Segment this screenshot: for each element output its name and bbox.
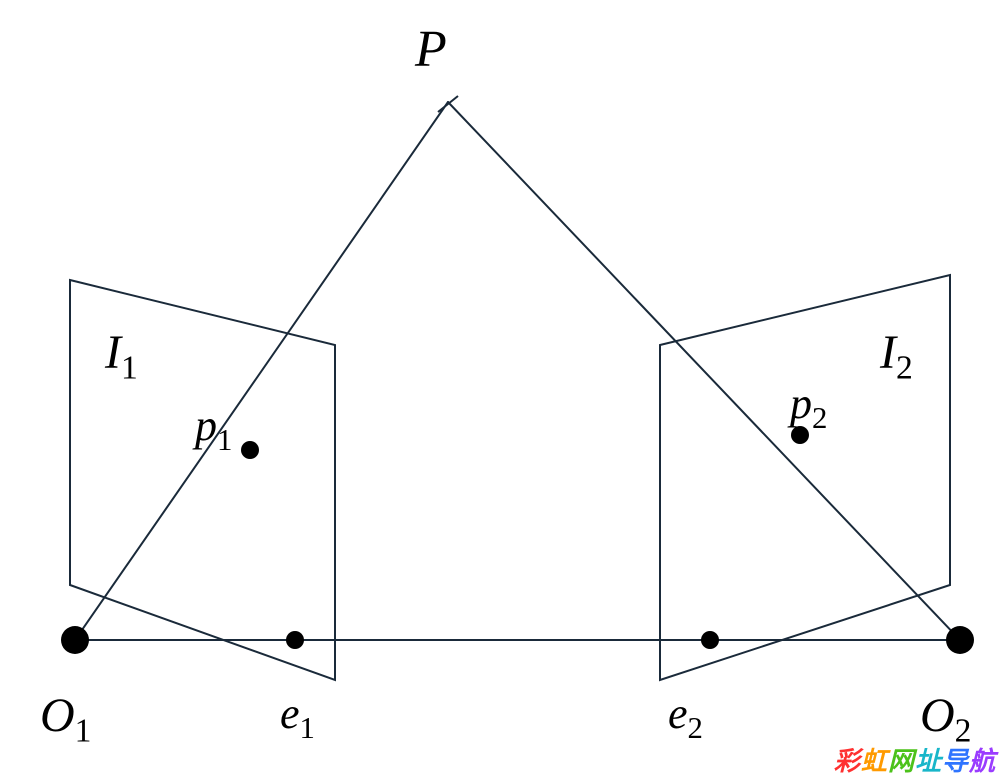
point-e2 (701, 631, 719, 649)
point-p1 (241, 441, 259, 459)
label-O2: O2 (920, 688, 971, 751)
point-e1 (286, 631, 304, 649)
label-P: P (415, 20, 447, 79)
label-p2: p2 (790, 378, 827, 436)
label-p1: p1 (195, 400, 232, 458)
label-e1: e1 (280, 688, 315, 746)
label-I1: I1 (105, 325, 138, 388)
label-e2: e2 (668, 688, 703, 746)
label-O1: O1 (40, 688, 91, 751)
point-O2 (946, 626, 974, 654)
diagram-canvas (0, 0, 1000, 780)
point-O1 (61, 626, 89, 654)
label-I2: I2 (880, 325, 913, 388)
